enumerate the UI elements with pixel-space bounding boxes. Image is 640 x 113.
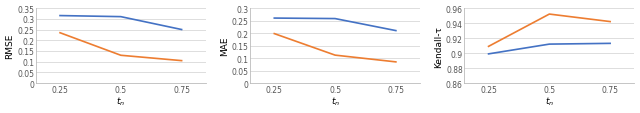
Y-axis label: MAE: MAE	[220, 36, 229, 56]
Y-axis label: Kendall-τ: Kendall-τ	[434, 25, 443, 67]
Y-axis label: RMSE: RMSE	[6, 34, 15, 59]
X-axis label: $t_n$: $t_n$	[545, 95, 554, 107]
X-axis label: $t_n$: $t_n$	[330, 95, 340, 107]
X-axis label: $t_n$: $t_n$	[116, 95, 125, 107]
